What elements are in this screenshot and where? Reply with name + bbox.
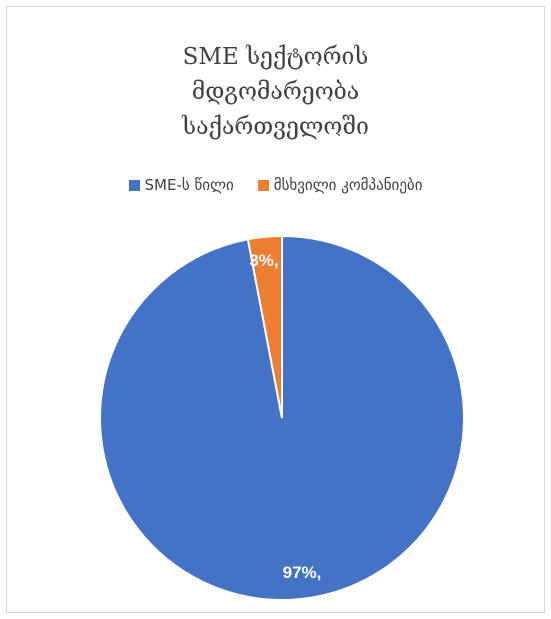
legend-label-sme: SME-ს წილი: [144, 176, 234, 194]
chart-title-line-3: საქართველოში: [182, 114, 369, 140]
chart-title-line-2: მდგომარეობა: [191, 79, 360, 105]
chart-legend: SME-ს წილი მსხვილი კომპანიები: [0, 176, 551, 194]
pie-slice-large-companies: [246, 234, 283, 419]
data-label-sme: 97%,: [283, 563, 322, 582]
legend-item-sme: SME-ს წილი: [128, 176, 234, 194]
legend-item-large-companies: მსხვილი კომპანიები: [257, 176, 423, 194]
legend-swatch-large-companies: [257, 179, 269, 191]
legend-swatch-sme: [128, 179, 140, 191]
data-label-large-companies: 3%,: [249, 251, 278, 270]
chart-title-line-1: SME სექტორის: [182, 44, 369, 70]
chart-title: SME სექტორის მდგომარეობა საქართველოში: [0, 40, 551, 145]
legend-label-large-companies: მსხვილი კომპანიები: [273, 176, 423, 194]
